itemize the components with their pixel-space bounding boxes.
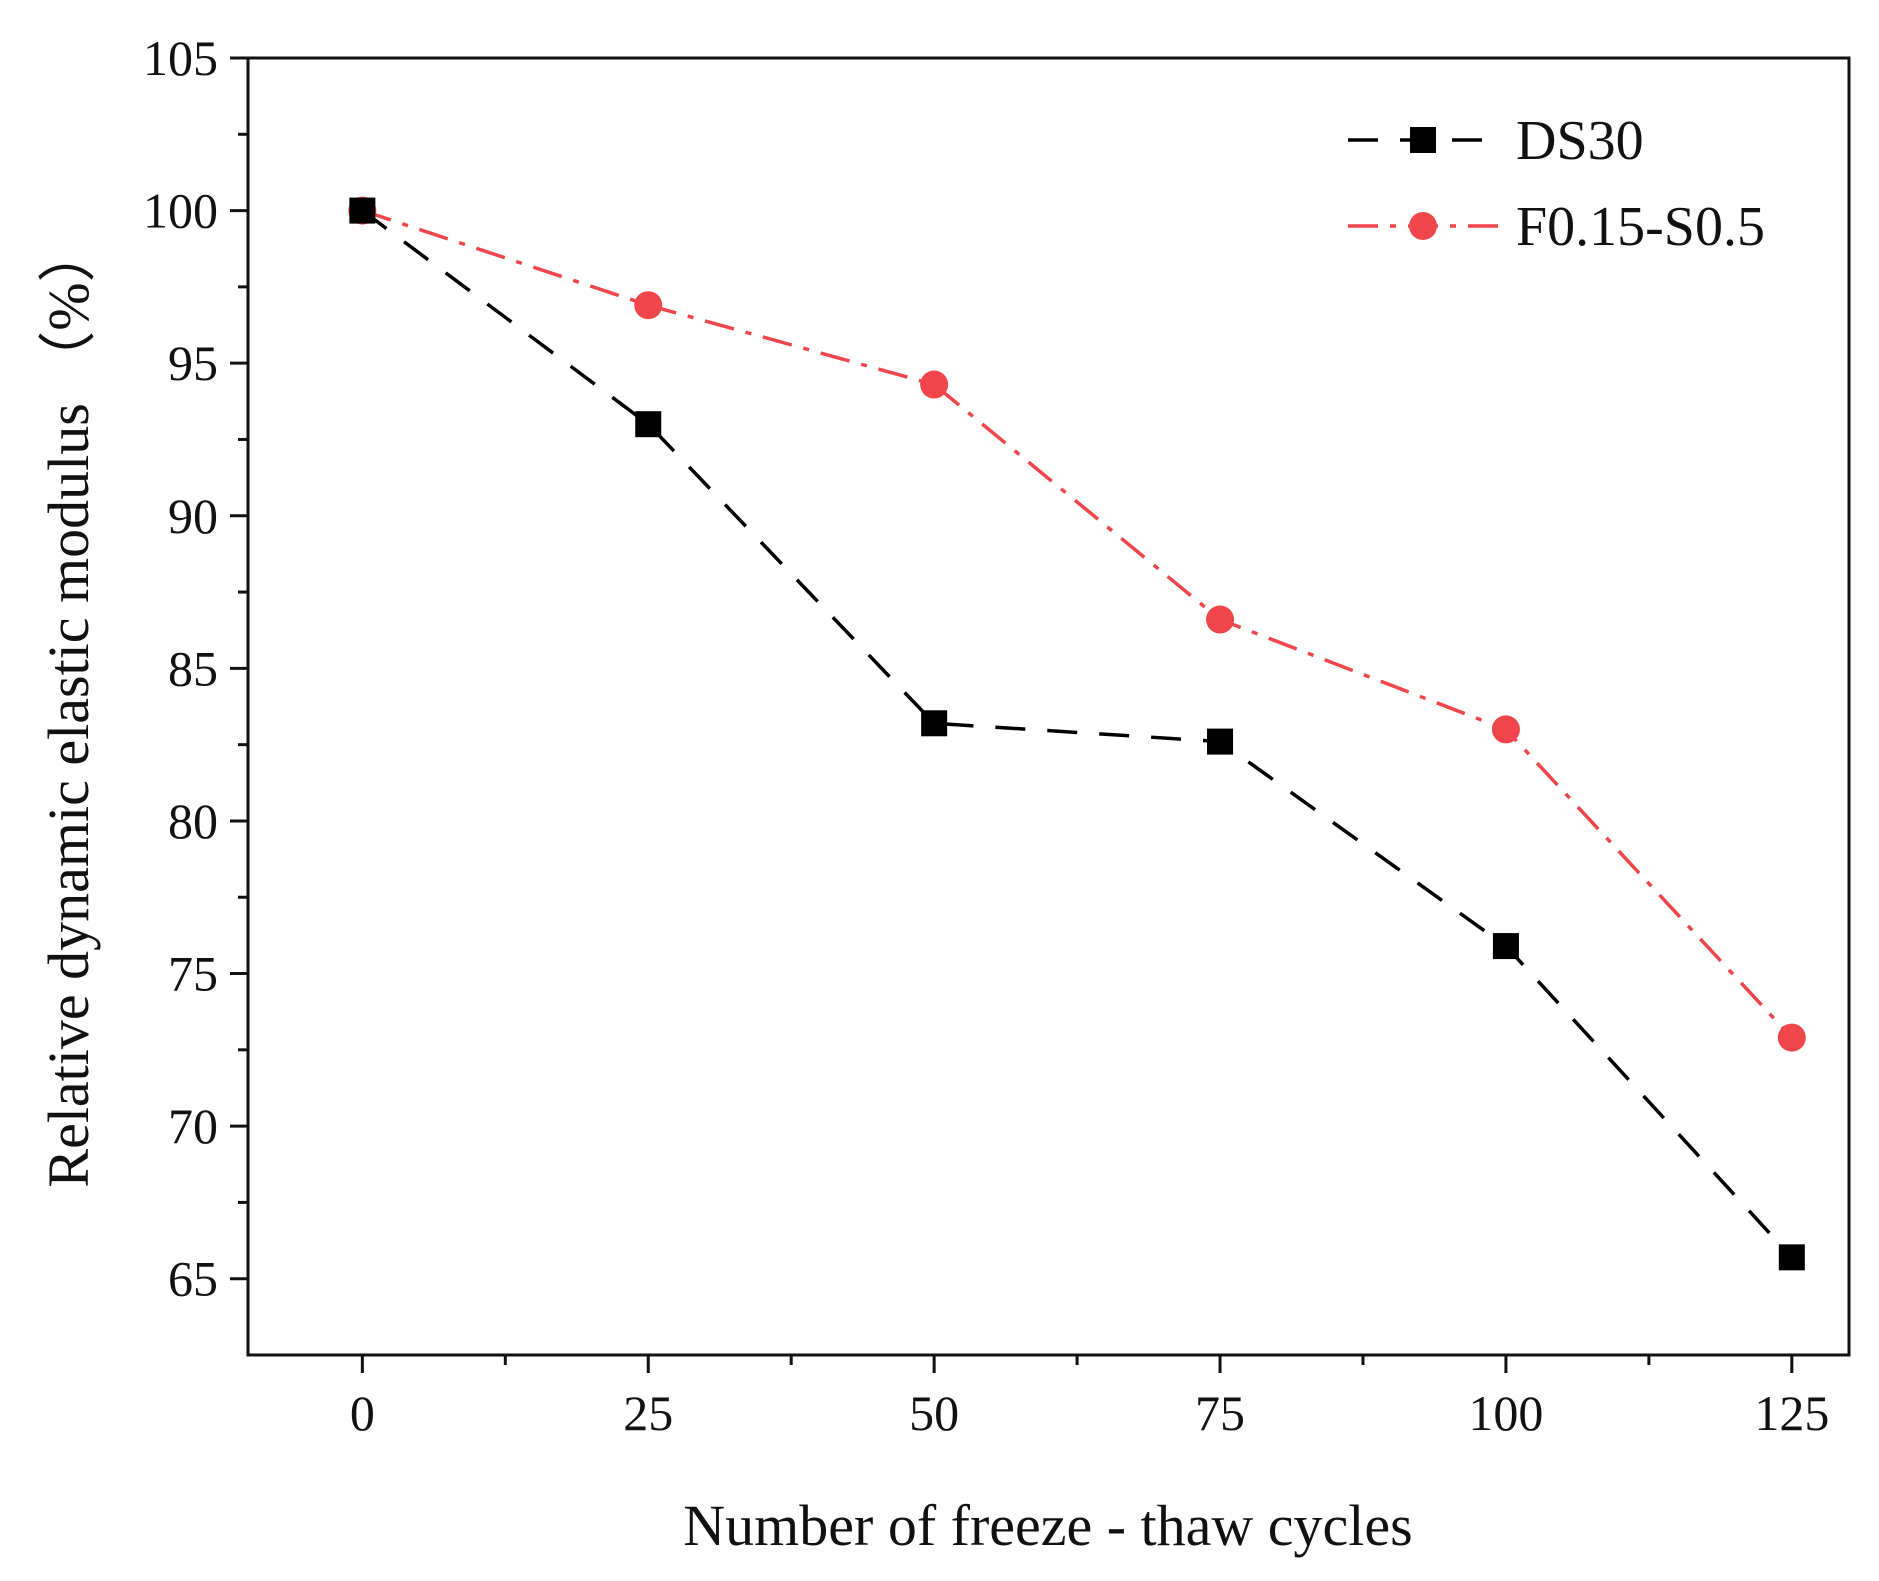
legend: DS30 F0.15-S0.5 <box>1348 110 1765 258</box>
y-tick-label: 100 <box>143 183 218 239</box>
legend-label-ds30: DS30 <box>1516 110 1644 172</box>
data-point-ds30 <box>921 710 948 737</box>
series-line-f0-15-s0-5 <box>361 208 1794 1039</box>
y-axis-title: Relative dynamic elastic modulus （%） <box>36 224 101 1187</box>
x-tick-label: 50 <box>909 1385 959 1441</box>
plot-frame <box>246 56 1851 1357</box>
y-tick-label: 65 <box>168 1251 218 1307</box>
y-tick-label: 90 <box>168 488 218 544</box>
series-line-ds30 <box>361 209 1794 1259</box>
x-tick-label: 75 <box>1195 1385 1245 1441</box>
legend-marker-f0-15-s0-5 <box>1409 212 1437 240</box>
x-tick-label: 25 <box>623 1385 673 1441</box>
data-point-ds30 <box>1492 933 1519 960</box>
x-tick-label: 100 <box>1468 1385 1543 1441</box>
data-point-ds30 <box>349 197 376 224</box>
data-point-ds30 <box>1778 1244 1805 1271</box>
y-tick-label: 105 <box>143 30 218 86</box>
series-lines <box>361 208 1794 1259</box>
data-point-f0-15-s0-5 <box>920 370 949 399</box>
data-point-f0-15-s0-5 <box>1206 605 1235 634</box>
legend-label-f0-15-s0-5: F0.15-S0.5 <box>1516 196 1765 258</box>
y-tick-label: 75 <box>168 946 218 1002</box>
data-point-f0-15-s0-5 <box>1777 1023 1806 1052</box>
x-tick-label: 0 <box>350 1385 375 1441</box>
data-point-f0-15-s0-5 <box>634 291 663 320</box>
data-point-ds30 <box>1207 728 1234 755</box>
axis-ticks: 65 70 75 80 85 90 95 100 105 0 25 50 75 100 125 <box>143 30 1829 1441</box>
legend-marker-ds30 <box>1410 127 1436 153</box>
y-tick-label: 80 <box>168 793 218 849</box>
series-markers <box>348 196 1806 1271</box>
y-tick-label: 95 <box>168 335 218 391</box>
data-point-ds30 <box>635 411 662 438</box>
data-point-f0-15-s0-5 <box>1491 715 1520 744</box>
y-tick-label: 85 <box>168 640 218 696</box>
y-tick-label: 70 <box>168 1098 218 1154</box>
x-tick-label: 125 <box>1754 1385 1829 1441</box>
x-axis-title: Number of freeze - thaw cycles <box>683 1493 1412 1558</box>
